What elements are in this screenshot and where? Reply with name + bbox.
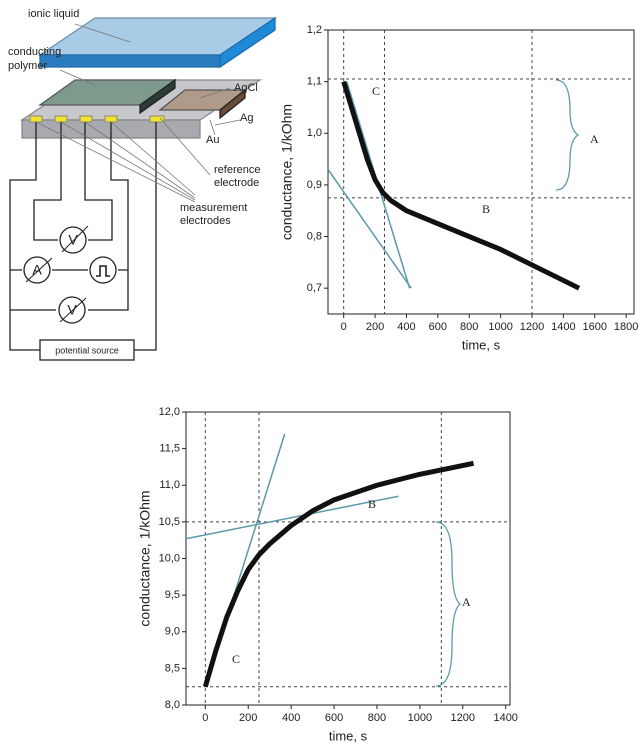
y-tick-label: 11,5	[159, 443, 180, 455]
label: Au	[206, 134, 219, 146]
annotation: B	[482, 202, 490, 216]
y-tick-label: 0,8	[307, 230, 322, 242]
label: ionic liquid	[28, 8, 79, 20]
x-tick-label: 0	[341, 321, 347, 333]
y-tick-label: 1,1	[307, 76, 322, 88]
label: V	[67, 302, 77, 318]
y-tick-label: 0,9	[307, 179, 322, 191]
x-tick-label: 0	[202, 712, 208, 724]
data-line	[341, 80, 581, 291]
label: electrodes	[180, 215, 231, 227]
label: V	[68, 232, 78, 248]
y-axis-label: conductance, 1/kOhm	[137, 490, 153, 626]
label: polymer	[8, 60, 47, 72]
cell-diagram: ionic liquid conducting polymer AgCl Ag …	[8, 8, 278, 361]
label: conducting	[8, 46, 61, 58]
label: Ag	[240, 112, 253, 124]
annotation: B	[368, 497, 376, 511]
annotation: A	[462, 595, 471, 609]
x-tick-label: 400	[282, 712, 300, 724]
label: measurement	[180, 202, 247, 214]
y-tick-label: 12,0	[159, 406, 180, 418]
x-tick-label: 1600	[583, 321, 607, 333]
y-tick-label: 8,0	[165, 699, 180, 711]
y-tick-label: 1,2	[307, 24, 322, 36]
x-tick-label: 1200	[451, 712, 475, 724]
label: A	[32, 262, 42, 278]
tangent-line	[327, 168, 412, 289]
x-tick-label: 200	[366, 321, 384, 333]
y-tick-label: 9,5	[165, 589, 180, 601]
annotation: C	[232, 652, 240, 666]
plot-frame	[327, 29, 635, 315]
y-tick-label: 10,5	[159, 516, 180, 528]
x-tick-label: 1000	[488, 321, 512, 333]
x-tick-label: 1000	[408, 712, 432, 724]
label: electrode	[214, 177, 259, 189]
x-tick-label: 600	[429, 321, 447, 333]
annotation: A	[590, 132, 599, 146]
y-tick-label: 8,5	[165, 662, 180, 674]
data-line	[202, 460, 475, 688]
y-tick-label: 9,0	[165, 626, 180, 638]
x-tick-label: 200	[239, 712, 257, 724]
x-axis-label: time, s	[462, 337, 501, 352]
x-tick-label: 1800	[614, 321, 638, 333]
brace	[555, 79, 580, 191]
label: potential source	[55, 345, 119, 355]
y-tick-label: 0,7	[307, 282, 322, 294]
y-axis-label: conductance, 1/kOhm	[279, 104, 295, 240]
x-tick-label: 800	[460, 321, 478, 333]
x-tick-label: 1400	[551, 321, 575, 333]
y-tick-label: 10,0	[159, 552, 180, 564]
x-tick-label: 400	[397, 321, 415, 333]
y-tick-label: 11,0	[159, 479, 180, 491]
x-axis-label: time, s	[329, 728, 368, 743]
label: reference	[214, 164, 260, 176]
x-tick-label: 600	[325, 712, 343, 724]
y-tick-label: 1,0	[307, 127, 322, 139]
x-tick-label: 800	[368, 712, 386, 724]
label: AgCl	[234, 82, 258, 94]
x-tick-label: 1200	[520, 321, 544, 333]
brace	[435, 521, 462, 687]
x-tick-label: 1400	[493, 712, 517, 724]
tangent-line	[185, 495, 399, 540]
annotation: C	[372, 84, 380, 98]
